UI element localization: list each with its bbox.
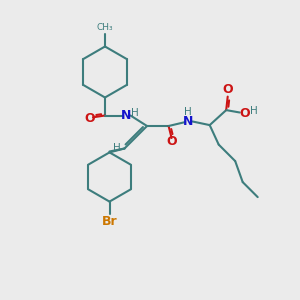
Text: CH₃: CH₃ [97,22,113,32]
Text: O: O [166,135,177,148]
Text: H: H [113,143,121,154]
Text: N: N [121,109,131,122]
Text: H: H [184,107,191,117]
Text: Br: Br [102,214,117,228]
Text: H: H [130,108,138,118]
Text: H: H [250,106,258,116]
Text: O: O [84,112,95,125]
Text: O: O [222,83,233,97]
Text: O: O [239,106,250,120]
Text: N: N [183,115,193,128]
